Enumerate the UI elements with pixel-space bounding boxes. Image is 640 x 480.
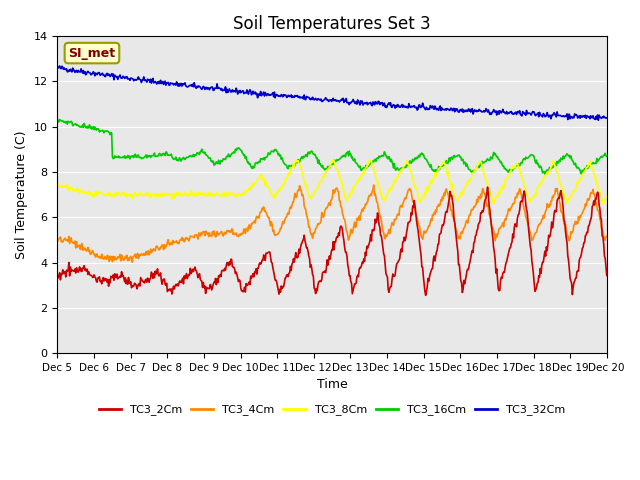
TC3_32Cm <box>399 102 407 108</box>
TC3_2Cm <box>205 286 212 291</box>
TC3_32Cm <box>121 75 129 81</box>
TC3_4Cm <box>205 230 213 236</box>
TC3_4Cm <box>370 182 378 188</box>
TC3_4Cm <box>120 258 128 264</box>
TC3_4Cm <box>401 197 408 203</box>
TC3_8Cm <box>294 158 301 164</box>
Line: TC3_8Cm: TC3_8Cm <box>58 161 607 204</box>
TC3_8Cm <box>416 200 424 205</box>
TC3_8Cm <box>603 193 611 199</box>
TC3_2Cm <box>63 268 71 274</box>
TC3_16Cm <box>578 171 586 177</box>
TC3_32Cm <box>177 81 184 86</box>
Y-axis label: Soil Temperature (C): Soil Temperature (C) <box>15 131 28 259</box>
TC3_2Cm <box>399 239 406 245</box>
TC3_4Cm <box>177 237 184 242</box>
TC3_16Cm <box>205 155 212 161</box>
TC3_16Cm <box>63 121 71 127</box>
TC3_2Cm <box>484 184 492 190</box>
TC3_8Cm <box>63 181 71 187</box>
Title: Soil Temperatures Set 3: Soil Temperatures Set 3 <box>233 15 431 33</box>
TC3_16Cm <box>415 153 422 158</box>
Line: TC3_32Cm: TC3_32Cm <box>58 66 607 120</box>
Line: TC3_4Cm: TC3_4Cm <box>58 185 607 262</box>
TC3_32Cm <box>416 102 424 108</box>
TC3_8Cm <box>54 182 61 188</box>
TC3_8Cm <box>176 192 184 198</box>
TC3_4Cm <box>417 228 424 234</box>
TC3_2Cm <box>54 275 61 281</box>
TC3_8Cm <box>599 202 607 207</box>
TC3_16Cm <box>120 155 128 161</box>
TC3_8Cm <box>120 190 128 195</box>
TC3_32Cm <box>595 117 602 123</box>
TC3_32Cm <box>603 115 611 121</box>
Line: TC3_16Cm: TC3_16Cm <box>58 120 607 174</box>
TC3_2Cm <box>176 278 184 284</box>
TC3_2Cm <box>422 292 429 298</box>
TC3_4Cm <box>63 237 71 242</box>
TC3_16Cm <box>399 165 406 170</box>
TC3_32Cm <box>56 63 63 69</box>
Line: TC3_2Cm: TC3_2Cm <box>58 187 607 295</box>
X-axis label: Time: Time <box>317 378 348 392</box>
Text: SI_met: SI_met <box>68 47 115 60</box>
TC3_32Cm <box>64 69 72 74</box>
TC3_2Cm <box>120 275 128 281</box>
TC3_32Cm <box>205 87 213 93</box>
TC3_2Cm <box>415 234 422 240</box>
TC3_8Cm <box>399 164 407 170</box>
TC3_2Cm <box>603 273 611 278</box>
TC3_16Cm <box>176 155 184 161</box>
TC3_16Cm <box>603 154 611 159</box>
TC3_16Cm <box>54 117 61 122</box>
Legend: TC3_2Cm, TC3_4Cm, TC3_8Cm, TC3_16Cm, TC3_32Cm: TC3_2Cm, TC3_4Cm, TC3_8Cm, TC3_16Cm, TC3… <box>95 400 570 420</box>
TC3_4Cm <box>54 239 61 245</box>
TC3_4Cm <box>603 233 611 239</box>
TC3_8Cm <box>205 189 212 195</box>
TC3_4Cm <box>129 259 136 265</box>
TC3_32Cm <box>54 64 61 70</box>
